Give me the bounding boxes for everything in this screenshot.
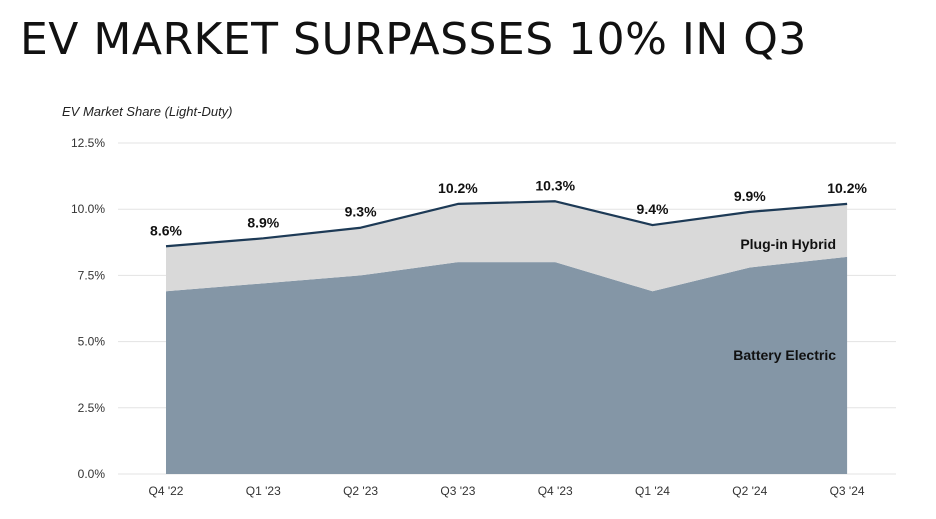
- page-title: EV MARKET SURPASSES 10% IN Q3: [20, 14, 807, 65]
- x-tick-label: Q4 '22: [149, 484, 184, 498]
- series-labels: Plug-in Hybrid Battery Electric: [733, 236, 836, 363]
- y-tick-label: 2.5%: [78, 401, 106, 415]
- data-labels: 8.6% 8.9% 9.3% 10.2% 10.3% 9.4% 9.9% 10.2%: [150, 177, 867, 238]
- y-axis-ticks: 0.0% 2.5% 5.0% 7.5% 10.0% 12.5%: [71, 136, 105, 481]
- y-tick-label: 12.5%: [71, 136, 105, 150]
- x-tick-label: Q1 '23: [246, 484, 281, 498]
- total-line: [165, 200, 848, 248]
- series-label-plug-in-hybrid: Plug-in Hybrid: [740, 236, 836, 252]
- chart-subtitle: EV Market Share (Light-Duty): [62, 104, 233, 119]
- data-label: 8.9%: [247, 214, 279, 230]
- x-tick-label: Q4 '23: [538, 484, 573, 498]
- x-tick-label: Q2 '23: [343, 484, 378, 498]
- chart-areas: [166, 201, 848, 474]
- y-tick-label: 7.5%: [78, 268, 106, 282]
- area-plug-in-hybrid: [166, 201, 848, 292]
- total-line-group: [165, 200, 848, 248]
- data-label: 10.2%: [827, 180, 867, 196]
- y-tick-label: 5.0%: [78, 335, 106, 349]
- y-tick-label: 0.0%: [78, 467, 106, 481]
- area-battery-electric: [166, 256, 848, 474]
- data-label: 10.3%: [535, 177, 575, 193]
- series-label-battery-electric: Battery Electric: [733, 347, 836, 363]
- data-label: 9.4%: [637, 201, 669, 217]
- x-tick-label: Q2 '24: [732, 484, 767, 498]
- y-tick-label: 10.0%: [71, 202, 105, 216]
- data-label: 9.9%: [734, 188, 766, 204]
- x-axis-ticks: Q4 '22 Q1 '23 Q2 '23 Q3 '23 Q4 '23 Q1 '24 Q2 '…: [149, 484, 865, 498]
- x-tick-label: Q3 '23: [440, 484, 475, 498]
- data-label: 9.3%: [345, 204, 377, 220]
- data-label: 10.2%: [438, 180, 478, 196]
- x-tick-label: Q1 '24: [635, 484, 670, 498]
- data-label: 8.6%: [150, 222, 182, 238]
- x-tick-label: Q3 '24: [830, 484, 865, 498]
